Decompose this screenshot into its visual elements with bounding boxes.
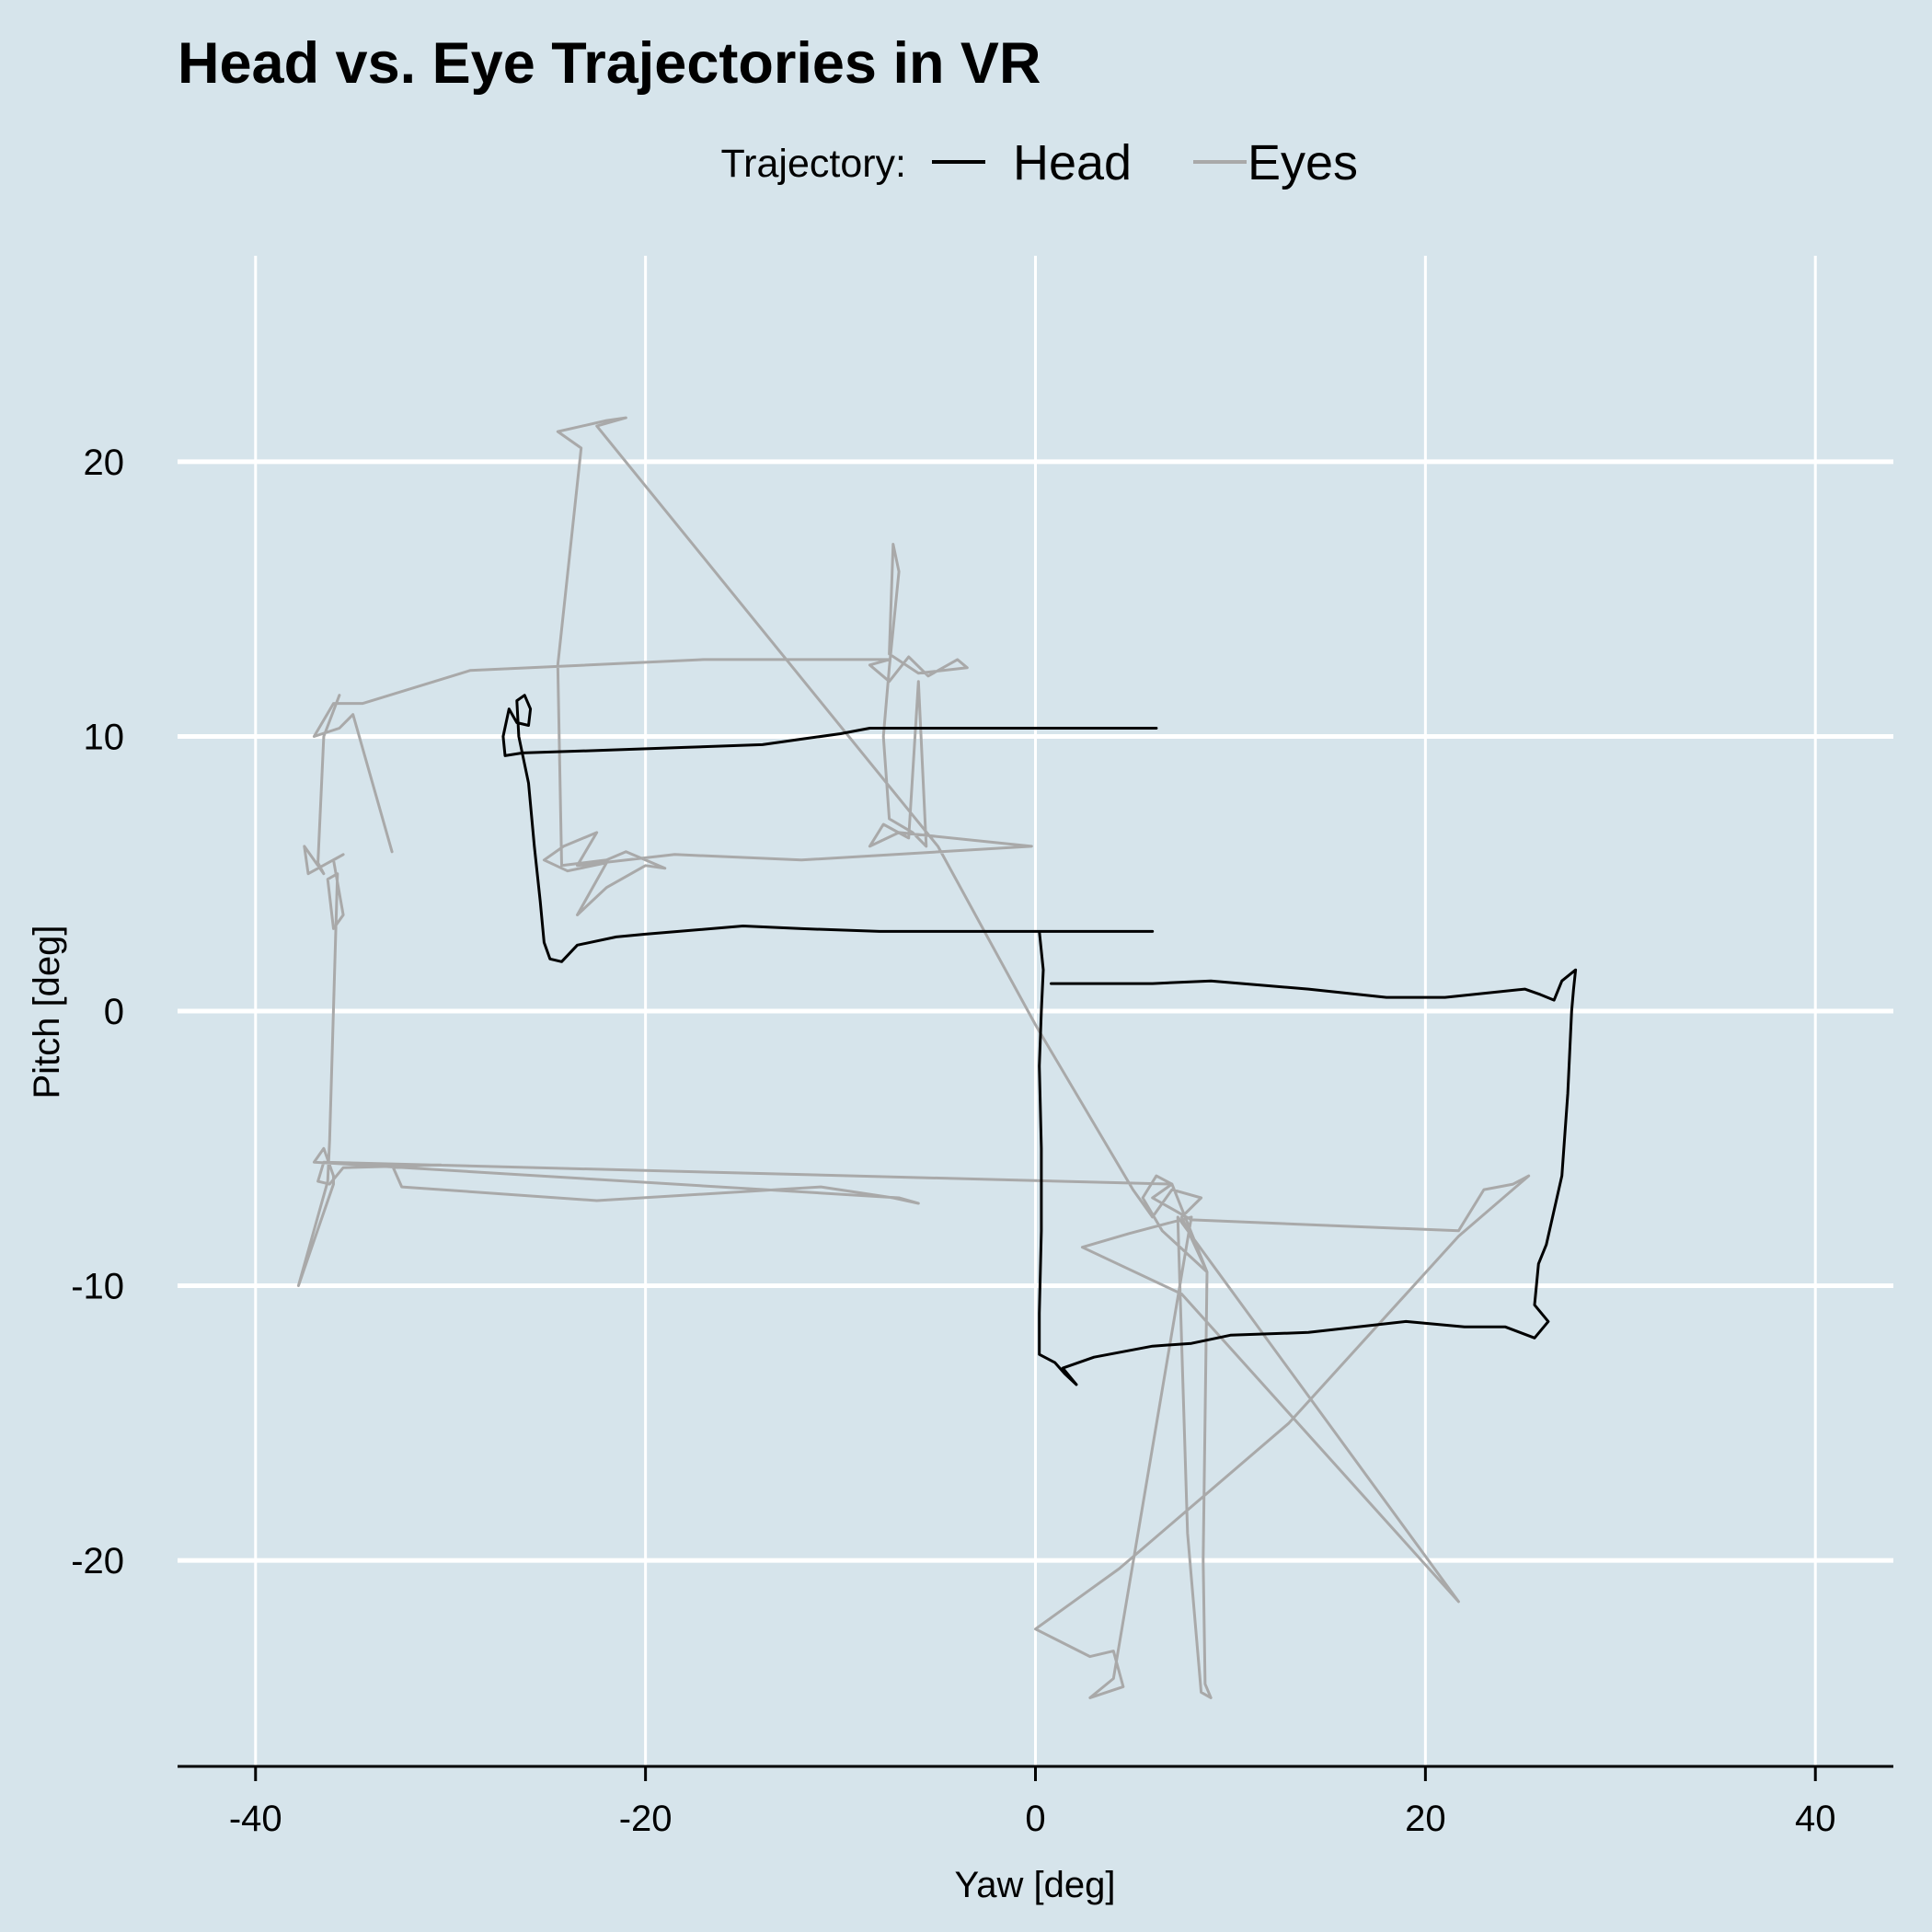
series-line-eyes: [296, 416, 1531, 1699]
axes: -20 -10 0 10 20 -40 -20 0 20 40: [71, 443, 1893, 1839]
series-line-head: [501, 694, 1578, 1386]
plot-area: [296, 416, 1578, 1699]
legend-label-head: Head: [1013, 135, 1132, 190]
legend-label-eyes: Eyes: [1248, 135, 1358, 190]
y-axis-title: Pitch [deg]: [27, 925, 67, 1098]
legend-title: Trajectory:: [721, 142, 907, 186]
y-tick-label: -10: [71, 1267, 124, 1307]
y-tick-label: -20: [71, 1541, 124, 1581]
x-tick-label: 0: [1025, 1799, 1045, 1839]
series-eyes: [296, 416, 1531, 1699]
x-tick-label: -20: [619, 1799, 673, 1839]
y-tick-label: 0: [104, 992, 124, 1032]
grid: [178, 256, 1893, 1766]
chart-title: Head vs. Eye Trajectories in VR: [178, 31, 1041, 96]
y-tick-label: 20: [84, 443, 125, 483]
series-head: [501, 694, 1578, 1386]
x-tick-label: 20: [1405, 1799, 1446, 1839]
x-tick-label: -40: [229, 1799, 282, 1839]
x-axis-title: Yaw [deg]: [955, 1865, 1116, 1905]
x-tick-label: 40: [1795, 1799, 1836, 1839]
y-tick-label: 10: [84, 717, 125, 757]
legend: Trajectory: Head Eyes: [721, 135, 1359, 190]
